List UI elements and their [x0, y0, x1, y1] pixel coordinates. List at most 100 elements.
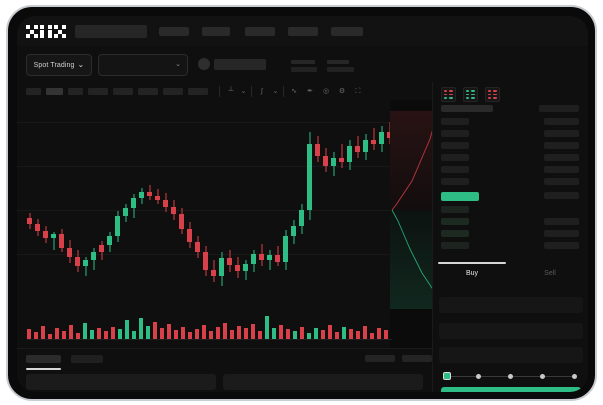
- orderbook-ask-row[interactable]: [544, 154, 579, 161]
- orderbook-bid-row[interactable]: [441, 230, 469, 237]
- candle-body: [331, 158, 336, 166]
- place-buy-order-button[interactable]: [441, 387, 581, 392]
- buy-sell-tabs: Buy Sell: [433, 262, 588, 288]
- orderbook-view-bids[interactable]: [463, 87, 478, 102]
- orderbook-ask-row[interactable]: [441, 154, 469, 161]
- okx-logo[interactable]: [26, 25, 68, 38]
- tab-open-orders[interactable]: [26, 355, 61, 363]
- slider-handle[interactable]: [443, 372, 451, 380]
- orderbook-ask-row[interactable]: [441, 178, 469, 185]
- bottom-action-1[interactable]: [365, 355, 395, 362]
- candle: [339, 100, 344, 290]
- volume-bar: [251, 324, 255, 340]
- depth-ask-area: [390, 111, 432, 210]
- app-screen: Spot Trading ⌄ ⌄: [17, 16, 588, 392]
- orderbook-ask-row[interactable]: [441, 166, 469, 173]
- slider-stop-100[interactable]: [572, 373, 577, 379]
- orderbook-ask-row[interactable]: [544, 130, 579, 137]
- trading-pair-select[interactable]: ⌄: [98, 54, 188, 76]
- orderbook-bid-row[interactable]: [544, 230, 579, 237]
- bottom-panel-right[interactable]: [223, 374, 423, 390]
- candle: [267, 100, 272, 290]
- orderbook-ask-row[interactable]: [544, 178, 579, 185]
- interval-more[interactable]: [188, 88, 208, 95]
- candle-body: [379, 132, 384, 144]
- chevron-down-icon-1[interactable]: ⌄: [240, 88, 247, 95]
- orderbook-ask-row[interactable]: [544, 118, 579, 125]
- slider-stop-75[interactable]: [540, 373, 545, 379]
- orderbook-bid-row[interactable]: [441, 242, 469, 249]
- orderbook-ask-row[interactable]: [441, 130, 469, 137]
- interval-5m[interactable]: [46, 88, 63, 95]
- chevron-down-icon-2[interactable]: ⌄: [272, 88, 279, 95]
- interval-1d[interactable]: [138, 88, 158, 95]
- candle: [219, 100, 224, 290]
- candle: [243, 100, 248, 290]
- trend-line-icon[interactable]: ∿: [291, 88, 297, 95]
- candle: [259, 100, 264, 290]
- candle: [99, 100, 104, 290]
- orderbook-view-both[interactable]: [441, 87, 456, 102]
- candle: [331, 100, 336, 290]
- volume-bar: [125, 320, 129, 340]
- nav-item-1[interactable]: [159, 27, 189, 36]
- orderbook-ask-row[interactable]: [544, 142, 579, 149]
- orderbook-bid-row[interactable]: [441, 218, 469, 225]
- slider-stop-25[interactable]: [476, 373, 481, 379]
- nav-item-5[interactable]: [331, 27, 363, 36]
- bottom-action-2[interactable]: [402, 355, 432, 362]
- indicators-icon[interactable]: ∫: [261, 88, 263, 95]
- interval-1w[interactable]: [163, 88, 183, 95]
- orderbook-col-price: [441, 105, 493, 112]
- interval-1h[interactable]: [88, 88, 108, 95]
- orderbook-bid-row[interactable]: [441, 206, 469, 213]
- settings-gear-icon[interactable]: ⚙: [338, 88, 346, 95]
- tab-buy[interactable]: Buy: [465, 270, 479, 277]
- orderbook-ask-row[interactable]: [544, 166, 579, 173]
- chevron-down-icon: ⌄: [175, 61, 181, 68]
- bottom-panel-left[interactable]: [26, 374, 216, 390]
- orderbook-ask-row[interactable]: [441, 118, 469, 125]
- tab-sell[interactable]: Sell: [544, 270, 556, 277]
- fullscreen-icon[interactable]: ⛶: [355, 88, 361, 95]
- nav-item-4[interactable]: [288, 27, 318, 36]
- trading-mode-dropdown[interactable]: Spot Trading ⌄: [26, 54, 92, 76]
- nav-item-3[interactable]: [245, 27, 275, 36]
- candle-body: [27, 218, 32, 224]
- price-field[interactable]: [439, 323, 583, 339]
- candle: [83, 100, 88, 290]
- order-book-and-form-panel: Buy Sell: [432, 82, 588, 392]
- price-chart[interactable]: [17, 100, 432, 348]
- volume-bar: [76, 333, 80, 340]
- orderbook-ask-row[interactable]: [441, 142, 469, 149]
- orders-panel-area: [17, 372, 432, 392]
- candle-body: [139, 192, 144, 198]
- orderbook-bid-row[interactable]: [544, 192, 579, 199]
- amount-field[interactable]: [439, 347, 583, 363]
- volume-bar: [48, 334, 52, 340]
- tab-order-history[interactable]: [71, 355, 103, 363]
- candle-wick: [53, 232, 54, 250]
- orderbook-bid-row[interactable]: [544, 242, 579, 249]
- interval-15m[interactable]: [68, 88, 83, 95]
- interval-4h[interactable]: [113, 88, 133, 95]
- volume-bar: [356, 331, 360, 340]
- volume-bar: [118, 329, 122, 340]
- orderbook-bid-row[interactable]: [544, 218, 579, 225]
- candlestick-type-icon[interactable]: ┴: [228, 88, 234, 95]
- nav-item-2[interactable]: [202, 27, 230, 36]
- slider-stop-50[interactable]: [508, 373, 513, 379]
- order-type-field[interactable]: [439, 297, 583, 313]
- candle-body: [163, 200, 168, 207]
- pencil-icon[interactable]: ✒: [307, 88, 313, 95]
- magnet-icon[interactable]: ◎: [322, 88, 330, 95]
- orderbook-view-asks[interactable]: [485, 87, 500, 102]
- candle: [35, 100, 40, 290]
- global-search-input[interactable]: [75, 25, 147, 38]
- candle: [67, 100, 72, 290]
- volume-bar: [97, 328, 101, 340]
- candle: [195, 100, 200, 290]
- amount-percent-slider[interactable]: [443, 371, 579, 381]
- interval-1m[interactable]: [26, 88, 41, 95]
